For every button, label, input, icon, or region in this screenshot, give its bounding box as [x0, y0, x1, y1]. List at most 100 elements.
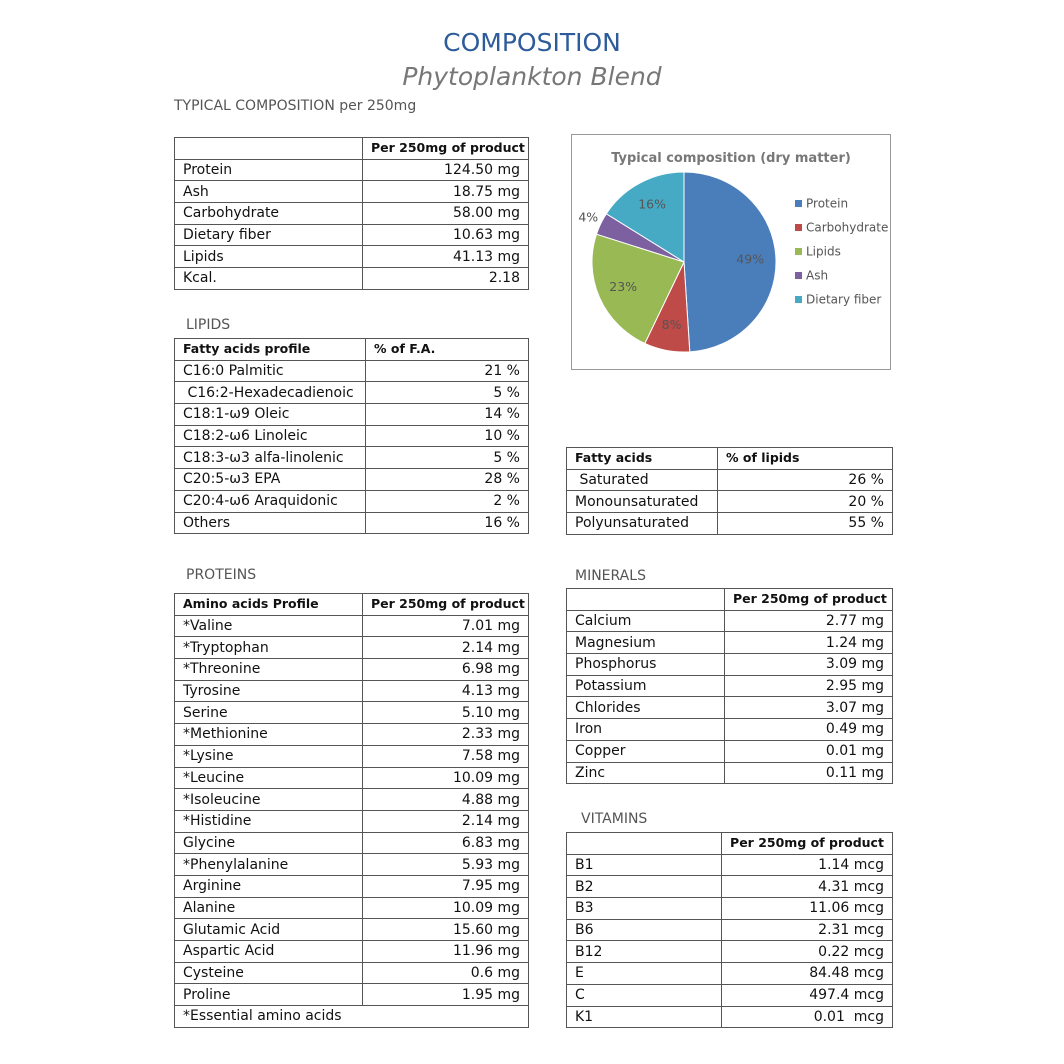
- cell: C18:2-ω6 Linoleic: [174, 424, 366, 448]
- cell: Protein: [174, 158, 363, 182]
- row: Glutamic Acid 15.60 mg: [174, 918, 529, 941]
- row: Protein 124.50 mg: [174, 158, 529, 182]
- legend-label: Dietary fiber: [806, 293, 881, 307]
- legend-label: Carbohydrate: [806, 221, 888, 235]
- value-cell: 28 %: [365, 468, 529, 491]
- cell: Others: [174, 511, 366, 535]
- value-cell: 10 %: [365, 424, 529, 448]
- cell: B3: [566, 897, 722, 920]
- slice-label: 16%: [638, 197, 666, 212]
- cell: C16:2-Hexadecadienoic: [174, 381, 366, 405]
- row: *Threonine 6.98 mg: [174, 658, 529, 681]
- value-cell: 0.49 mg: [724, 718, 893, 741]
- cell: Serine: [174, 701, 363, 725]
- table: Per 250mg of product Calcium 2.77 mg Magnes…: [566, 588, 893, 785]
- value-cell: 0.6 mg: [362, 961, 529, 985]
- cell: E: [566, 962, 722, 985]
- cell: *Isoleucine: [174, 788, 363, 811]
- cell: Proline: [174, 983, 363, 1007]
- row: C20:5-ω3 EPA 28 %: [174, 468, 529, 491]
- value-cell: 497.4 mcg: [721, 983, 893, 1007]
- row: C18:1-ω9 Oleic 14 %: [174, 403, 529, 426]
- value-cell: 124.50 mg: [362, 158, 529, 182]
- cell: *Tryptophan: [174, 636, 363, 660]
- value-cell: 2.95 mg: [724, 674, 893, 698]
- cell: C: [566, 983, 722, 1007]
- value-cell: 0.01 mg: [724, 739, 893, 763]
- section-label: LIPIDS: [186, 317, 231, 333]
- value-cell: 26 %: [717, 468, 893, 492]
- cell: Lipids: [174, 245, 363, 269]
- table: Amino acids Profile Per 250mg of product *…: [174, 593, 529, 1028]
- value-cell: 2.18: [362, 267, 529, 290]
- header-cell: % of lipids: [717, 447, 893, 470]
- row: Phosphorus 3.09 mg: [566, 653, 893, 676]
- row: *Histidine 2.14 mg: [174, 809, 529, 833]
- value-cell: 7.58 mg: [362, 744, 529, 768]
- cell: *Threonine: [174, 658, 363, 681]
- pie-slice: [591, 233, 685, 345]
- header-cell: Amino acids Profile: [174, 593, 363, 616]
- row: Calcium 2.77 mg: [566, 609, 893, 633]
- row: Polyunsaturated 55 %: [566, 512, 893, 535]
- row: *Valine 7.01 mg: [174, 614, 529, 638]
- value-cell: 20 %: [717, 490, 893, 514]
- row: Others 16 %: [174, 511, 529, 535]
- cell: C16:0 Palmitic: [174, 359, 366, 383]
- value-cell: 4.31 mcg: [721, 875, 893, 899]
- value-cell: 16 %: [365, 511, 529, 535]
- cell: Potassium: [566, 674, 725, 698]
- value-cell: 1.14 mcg: [721, 853, 893, 877]
- value-cell: 5.93 mg: [362, 853, 529, 876]
- legend-swatch: [795, 224, 802, 231]
- value-cell: 15.60 mg: [362, 918, 529, 941]
- row: Cysteine 0.6 mg: [174, 961, 529, 985]
- slice-label: 4%: [578, 209, 598, 224]
- value-cell: 18.75 mg: [362, 180, 529, 204]
- row: Carbohydrate 58.00 mg: [174, 202, 529, 225]
- cell: Dietary fiber: [174, 223, 363, 247]
- row: C 497.4 mcg: [566, 983, 893, 1007]
- cell: Kcal.: [174, 267, 363, 290]
- cell: Calcium: [566, 609, 725, 633]
- header-row: Fatty acids% of lipids: [566, 447, 893, 470]
- cell: B12: [566, 940, 722, 964]
- header-cell: Per 250mg of product: [362, 137, 529, 160]
- header-cell: [174, 137, 363, 160]
- cell: Magnesium: [566, 631, 725, 655]
- table: Per 250mg of product B1 1.14 mcg B2 4.31 mcg…: [566, 832, 893, 1029]
- row: Alanine 10.09 mg: [174, 896, 529, 920]
- header-cell: Fatty acids: [566, 447, 718, 470]
- legend-label: Ash: [806, 269, 828, 283]
- header-cell: Per 250mg of product: [721, 832, 893, 855]
- value-cell: 7.01 mg: [362, 614, 529, 638]
- value-cell: 2.14 mg: [362, 809, 529, 833]
- cell: Tyrosine: [174, 679, 363, 703]
- value-cell: 2.33 mg: [362, 723, 529, 746]
- value-cell: 5.10 mg: [362, 701, 529, 725]
- header-cell: [566, 588, 725, 611]
- subtitle: Phytoplankton Blend: [402, 62, 662, 91]
- pie-chart: Typical composition (dry matter) 49% 8% 23…: [571, 134, 891, 370]
- cell: B6: [566, 918, 722, 942]
- row: B12 0.22 mcg: [566, 940, 893, 964]
- cell: C20:4-ω6 Araquidonic: [174, 489, 366, 513]
- row: C18:3-ω3 alfa-linolenic 5 %: [174, 446, 529, 470]
- value-cell: 4.13 mg: [362, 679, 529, 703]
- value-cell: 2.31 mcg: [721, 918, 893, 942]
- cell: Carbohydrate: [174, 202, 363, 225]
- cell: B1: [566, 853, 722, 877]
- value-cell: 10.09 mg: [362, 766, 529, 790]
- value-cell: 84.48 mcg: [721, 962, 893, 985]
- cell: *Histidine: [174, 809, 363, 833]
- legend-swatch: [795, 296, 802, 303]
- row: Glycine 6.83 mg: [174, 831, 529, 855]
- row: C16:2-Hexadecadienoic 5 %: [174, 381, 529, 405]
- section-label: VITAMINS: [581, 811, 648, 827]
- cell: *Methionine: [174, 723, 363, 746]
- cell: Ash: [174, 180, 363, 204]
- row: Saturated 26 %: [566, 468, 893, 492]
- row: Copper 0.01 mg: [566, 739, 893, 763]
- row: Iron 0.49 mg: [566, 718, 893, 741]
- value-cell: 10.63 mg: [362, 223, 529, 247]
